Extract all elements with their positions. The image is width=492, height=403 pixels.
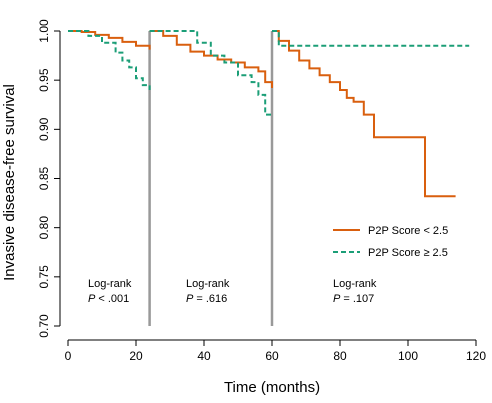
x-tick-label: 120 [466,349,486,363]
log-rank-p-value: P = .616 [186,293,227,305]
log-rank-annotations: Log-rank P < .001 Log-rank P = .616 Log-rank… [88,278,377,305]
legend-label: P2P Score ≥ 2.5 [368,247,448,259]
y-tick-label: 0.90 [37,117,51,141]
x-axis: 0 20 40 60 80 100 120 [65,339,486,363]
survival-step-line [68,30,151,90]
legend: P2P Score < 2.5 P2P Score ≥ 2.5 [333,225,448,259]
x-tick-label: 0 [65,349,72,363]
y-tick-label: 0.70 [37,314,51,338]
x-tick-label: 80 [333,349,347,363]
y-tick-label: 0.80 [37,216,51,240]
series-low-score [68,30,456,198]
survival-step-line [68,30,151,50]
x-tick-label: 20 [129,349,143,363]
y-axis: 0.70 0.75 0.80 0.85 0.90 0.95 1.00 [37,19,61,338]
x-tick-label: 100 [398,349,418,363]
log-rank-p-value: P < .001 [88,293,129,305]
y-tick-label: 0.75 [37,265,51,289]
x-axis-label: Time (months) [224,379,320,396]
series-layer [68,30,470,198]
y-tick-label: 0.85 [37,166,51,190]
y-axis-label: Invasive disease-free survival [1,84,18,281]
survival-step-line [149,30,273,89]
log-rank-p-value: P = .107 [333,293,374,305]
log-rank-label: Log-rank [88,278,132,290]
survival-step-line [272,30,470,47]
log-rank-label: Log-rank [333,278,377,290]
survival-step-line [272,30,456,198]
survival-step-line [149,30,272,116]
series-high-score [68,30,470,116]
y-tick-label: 1.00 [37,19,51,43]
x-tick-label: 60 [265,349,279,363]
x-tick-label: 40 [197,349,211,363]
log-rank-label: Log-rank [186,278,230,290]
legend-label: P2P Score < 2.5 [368,225,448,237]
y-tick-label: 0.95 [37,68,51,92]
landmark-dividers [148,31,274,326]
